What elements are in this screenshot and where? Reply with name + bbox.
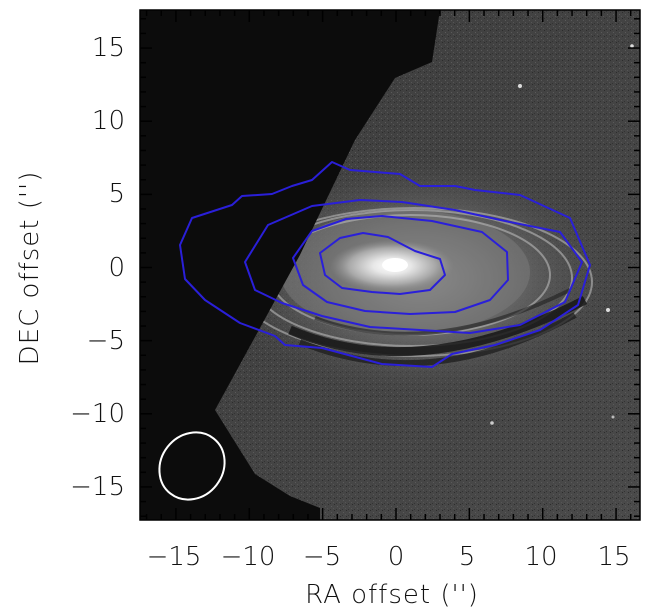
y-tick-label: −10: [70, 399, 125, 429]
contour-overlay: [179, 161, 591, 368]
x-tick-label: −10: [221, 542, 276, 572]
beam-ellipse: [158, 431, 226, 501]
x-tick-label: 0: [388, 542, 405, 572]
x-tick-label: −15: [147, 542, 202, 572]
y-tick-label: 10: [92, 106, 125, 136]
x-tick-labels: −15 −10 −5 0 5 10 15: [147, 542, 631, 572]
contour-level-2: [244, 199, 583, 334]
plot-frame: [139, 9, 641, 521]
contour-level-4: [319, 232, 446, 295]
contour-level-1: [179, 161, 591, 368]
y-axis-title: DEC offset (''): [15, 171, 45, 366]
y-tick-labels: 15 10 5 0 −5 −10 −15: [70, 33, 125, 502]
x-tick-label: 10: [524, 542, 557, 572]
x-tick-label: 15: [597, 542, 630, 572]
y-tick-label: −15: [70, 472, 125, 502]
y-tick-label: −5: [87, 326, 125, 356]
axis-ticks: [140, 10, 640, 520]
y-tick-label: 5: [108, 179, 125, 209]
y-tick-label: 15: [92, 33, 125, 63]
x-tick-label: 5: [459, 542, 476, 572]
x-tick-label: −5: [303, 542, 341, 572]
y-tick-label: 0: [108, 253, 125, 283]
contour-level-3: [292, 215, 509, 315]
x-axis-title: RA offset (''): [305, 580, 479, 610]
